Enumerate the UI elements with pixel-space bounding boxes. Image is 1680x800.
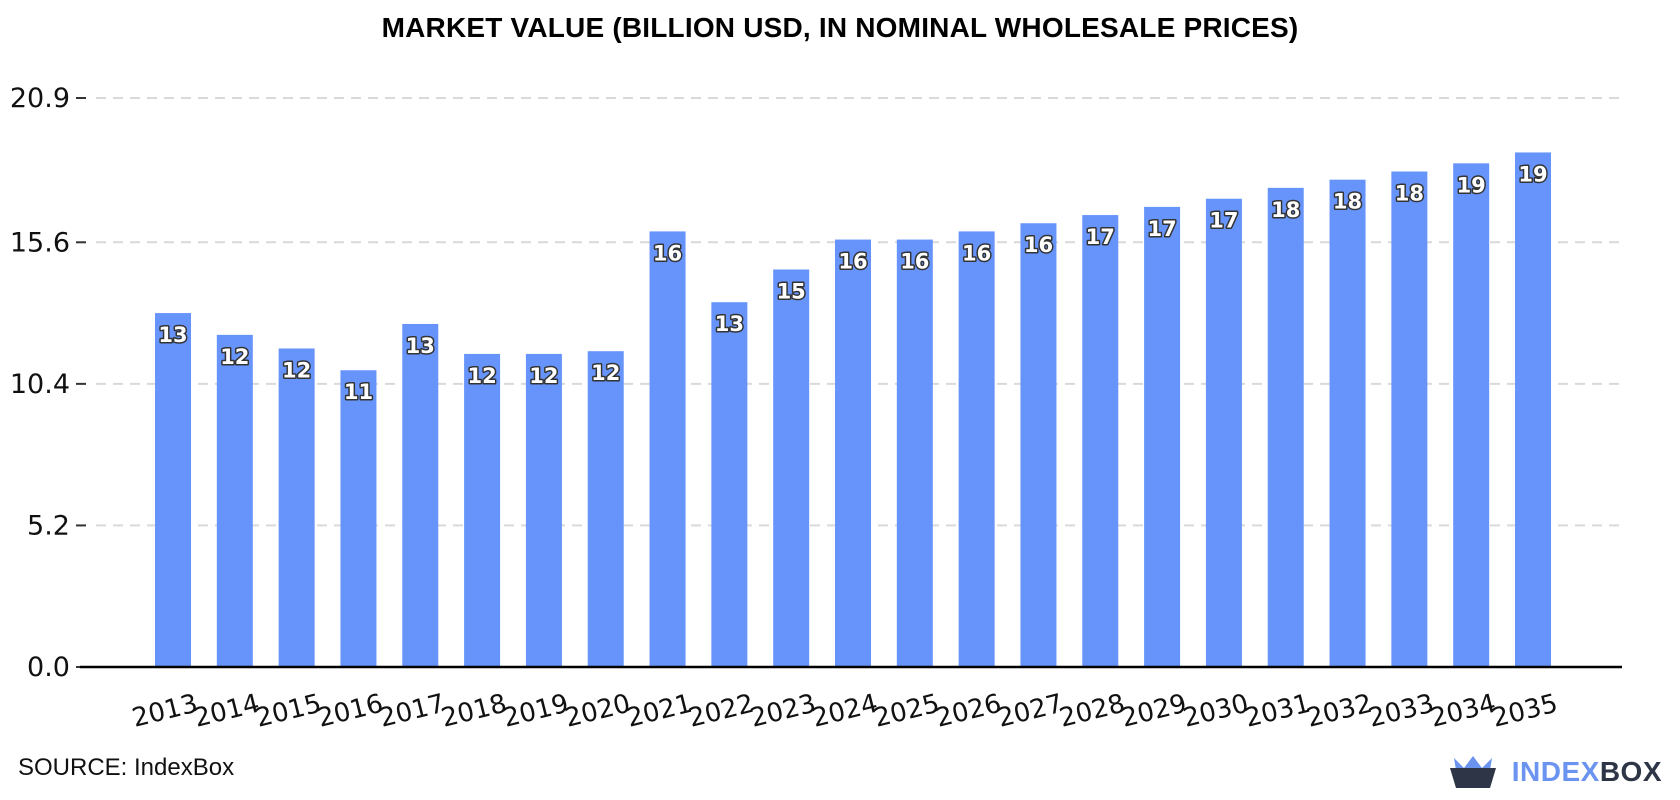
y-tick-label: 15.6 (10, 227, 70, 258)
x-tick-label: 2014 (191, 689, 262, 734)
data-label: 15 (777, 280, 806, 304)
x-tick-label: 2025 (871, 689, 942, 734)
data-label: 18 (1395, 182, 1424, 206)
bar (773, 269, 810, 667)
data-label: 12 (220, 345, 249, 369)
bar (1144, 206, 1181, 667)
brand-logo: INDEXBOX (1448, 754, 1662, 790)
bar (649, 231, 686, 667)
bar (1329, 179, 1366, 668)
data-label: 12 (529, 364, 558, 388)
data-label: 16 (1024, 233, 1053, 257)
data-label: 18 (1333, 190, 1362, 214)
x-tick-label: 2020 (562, 689, 633, 734)
bar (896, 239, 933, 667)
bar (1391, 171, 1428, 667)
data-label: 11 (344, 380, 373, 404)
bar (958, 231, 995, 667)
data-label: 16 (838, 250, 867, 274)
data-label: 12 (467, 364, 496, 388)
x-tick-label: 2027 (995, 689, 1066, 734)
data-labels: 13 12 12 11 13 12 12 12 16 13 15 16 16 16 16 17 17 17 18 18… (157, 161, 1549, 406)
bar (464, 353, 501, 667)
x-tick-label: 2022 (686, 689, 757, 734)
x-tick-label: 2034 (1427, 689, 1498, 734)
bar (155, 313, 191, 667)
y-tick-label: 5.2 (27, 510, 70, 541)
x-tick-label: 2032 (1304, 689, 1375, 734)
data-label: 17 (1209, 209, 1238, 233)
data-label: 18 (1271, 198, 1300, 222)
chart-title: MARKET VALUE (BILLION USD, IN NOMINAL WH… (381, 12, 1299, 43)
y-tick-label: 20.9 (10, 83, 70, 114)
bars (155, 152, 1551, 668)
y-tick-label: 0.0 (27, 652, 70, 683)
data-label: 12 (591, 361, 620, 385)
data-label: 16 (962, 241, 991, 265)
x-axis: 2013201420152016201720182019202020212022… (80, 665, 1622, 734)
bar (1515, 152, 1551, 667)
x-tick-label: 2035 (1489, 689, 1560, 734)
x-tick-label: 2026 (933, 689, 1004, 734)
bar (835, 239, 871, 667)
data-label: 19 (1457, 173, 1486, 197)
x-tick-label: 2029 (1118, 689, 1189, 734)
x-tick-label: 2031 (1242, 689, 1313, 734)
data-label: 19 (1518, 162, 1547, 186)
data-label: 16 (900, 250, 929, 274)
bar (1205, 198, 1242, 667)
bar (1082, 215, 1119, 667)
data-label: 17 (1147, 217, 1176, 241)
x-tick-label: 2030 (1180, 689, 1251, 734)
bar (402, 323, 439, 667)
bar (587, 351, 624, 667)
y-axis: 0.0 5.2 10.4 15.6 20.9 (10, 83, 86, 683)
bar (216, 334, 253, 667)
bar (1020, 223, 1057, 668)
data-label: 13 (158, 323, 187, 347)
source-note: SOURCE: IndexBox (18, 754, 235, 781)
x-tick-label: 2016 (315, 689, 386, 734)
brand-wordmark: INDEXBOX (1512, 756, 1662, 788)
bar (1267, 187, 1304, 667)
x-tick-label: 2024 (809, 689, 880, 734)
data-label: 17 (1086, 225, 1115, 249)
crown-basket-icon (1449, 756, 1496, 788)
x-tick-label: 2019 (500, 689, 571, 734)
x-tick-label: 2013 (129, 689, 200, 734)
x-tick-label: 2021 (624, 689, 695, 734)
bar (278, 348, 315, 667)
brand-wordmark-part1: INDEX (1511, 756, 1600, 787)
x-tick-label: 2023 (747, 689, 818, 734)
bar (525, 353, 562, 667)
data-label: 13 (406, 334, 435, 358)
brand-wordmark-part2: BOX (1599, 756, 1662, 787)
data-label: 12 (282, 358, 311, 382)
bar (711, 302, 748, 667)
bar (1453, 163, 1490, 667)
x-tick-label: 2015 (253, 689, 324, 734)
x-tick-label: 2028 (1057, 689, 1128, 734)
y-tick-label: 10.4 (10, 369, 70, 400)
bar (340, 370, 377, 667)
x-tick-label: 2018 (438, 689, 509, 734)
x-tick-label: 2033 (1366, 689, 1437, 734)
data-label: 16 (653, 241, 682, 265)
x-tick-label: 2017 (377, 689, 448, 734)
data-label: 13 (715, 312, 744, 336)
